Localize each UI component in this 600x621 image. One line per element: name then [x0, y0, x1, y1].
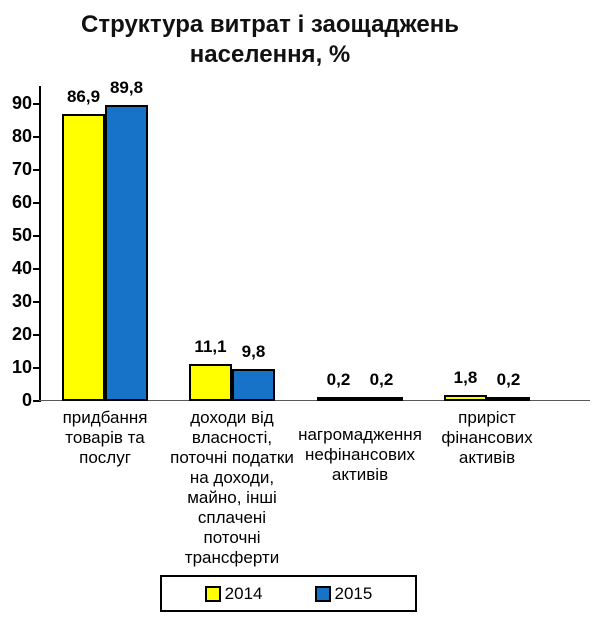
legend-label-2014: 2014	[224, 583, 263, 603]
legend-box: 2014 2015	[160, 575, 417, 612]
y-tick-label-0: 0	[21, 390, 32, 410]
y-tick-label-70: 70	[11, 159, 32, 179]
y-tick-mark-10	[33, 367, 39, 369]
y-tick-label-60: 60	[11, 192, 32, 212]
x-axis	[34, 400, 590, 401]
y-tick-label-40: 40	[11, 258, 32, 278]
value-label-2015-group4: 0,2	[496, 370, 521, 389]
y-tick-mark-30	[33, 301, 39, 303]
value-label-2015-group3: 0,2	[369, 370, 394, 389]
y-tick-mark-80	[33, 136, 39, 138]
legend-item-2014: 2014	[204, 583, 263, 603]
value-label-2014-group2: 11,1	[194, 337, 227, 356]
y-tick-label-80: 80	[11, 126, 32, 146]
category-label-1: придбання товарів та послуг	[62, 408, 148, 467]
bar-2014-group4	[444, 395, 487, 401]
y-tick-mark-70	[33, 169, 39, 171]
y-tick-label-10: 10	[11, 357, 32, 377]
legend-swatch-2015	[314, 585, 331, 602]
bar-2015-group4	[487, 397, 530, 401]
value-label-2014-group1: 86,9	[66, 87, 101, 106]
y-tick-label-90: 90	[11, 93, 32, 113]
y-tick-mark-90	[33, 103, 39, 105]
chart-title-line1: Структура витрат і заощаджень	[81, 11, 459, 38]
legend-label-2015: 2015	[334, 583, 373, 603]
y-tick-mark-60	[33, 202, 39, 204]
value-label-2015-group1: 89,8	[109, 78, 144, 97]
y-tick-label-30: 30	[11, 291, 32, 311]
y-axis	[39, 86, 41, 402]
category-label-2: доходи від власності, поточні податки на…	[170, 408, 294, 567]
y-tick-mark-0	[33, 400, 39, 402]
legend-swatch-2014	[204, 585, 221, 602]
bar-2014-group3	[317, 397, 360, 401]
y-tick-label-50: 50	[11, 225, 32, 245]
category-label-3: нагромадження нефінансових активів	[298, 425, 422, 484]
value-label-2015-group2: 9,8	[241, 342, 266, 361]
bar-2015-group1	[105, 105, 148, 401]
value-label-2014-group3: 0,2	[326, 370, 351, 389]
bar-2014-group1	[62, 114, 105, 401]
legend-item-2015: 2015	[314, 583, 373, 603]
chart-title-line2: населення, %	[189, 41, 351, 68]
y-tick-mark-40	[33, 268, 39, 270]
chart-title: Структура витрат і заощаджень населення,…	[0, 10, 540, 70]
bar-2014-group2	[189, 364, 232, 401]
category-label-4: приріст фінансових активів	[441, 408, 533, 467]
y-tick-label-20: 20	[11, 324, 32, 344]
y-tick-mark-50	[33, 235, 39, 237]
bar-2015-group2	[232, 369, 275, 401]
value-label-2014-group4: 1,8	[453, 368, 478, 387]
bar-2015-group3	[360, 397, 403, 401]
y-tick-mark-20	[33, 334, 39, 336]
